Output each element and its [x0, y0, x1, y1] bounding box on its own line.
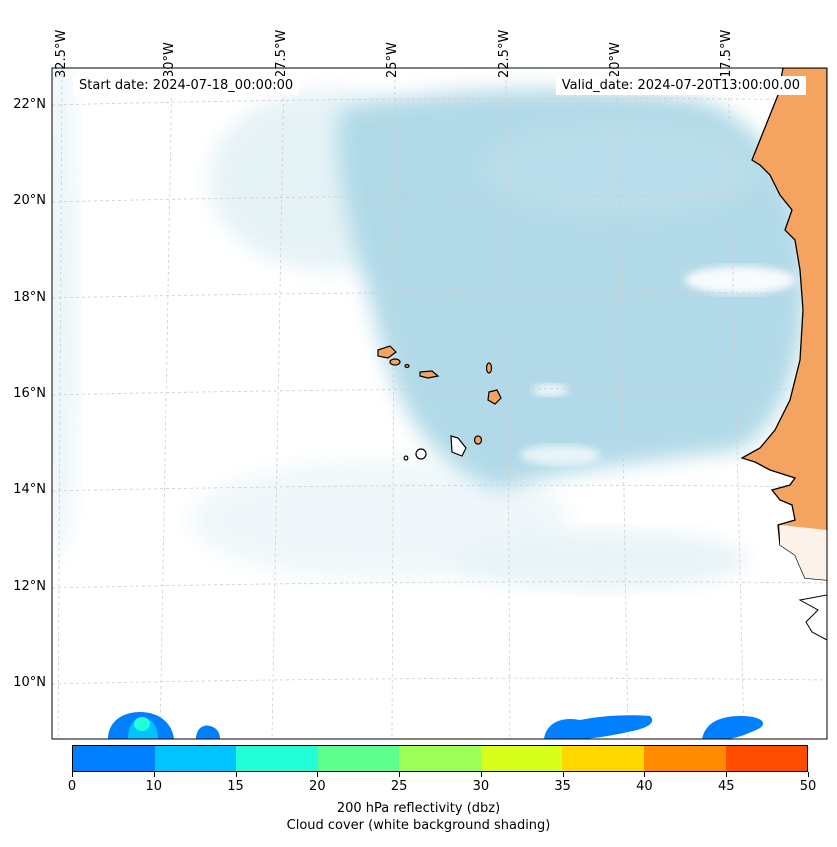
colorbar-label: 200 hPa reflectivity (dbz) [336, 801, 501, 816]
colorbar-tick [562, 772, 564, 777]
colorbar-tick [317, 772, 319, 777]
colorbar-tick [153, 772, 155, 777]
lon-label: 17.5°W [719, 29, 734, 78]
lon-label: 25°W [385, 42, 400, 78]
colorbar-tick-label: 40 [636, 779, 653, 794]
colorbar-segment [643, 746, 726, 771]
colorbar-sublabel: Cloud cover (white background shading) [286, 818, 551, 833]
lat-label: 20°N [13, 193, 46, 208]
lon-label: 22.5°W [497, 29, 512, 78]
valid-date-label: Valid_date: 2024-07-20T13:00:00.00 [555, 76, 806, 95]
colorbar-tick-label: 30 [472, 779, 490, 794]
lat-label: 18°N [13, 290, 46, 305]
lon-label: 20°W [608, 42, 623, 78]
lat-label: 12°N [13, 579, 46, 594]
colorbar-tick-label: 0 [67, 779, 77, 794]
cape-verde-islands [377, 345, 502, 461]
lat-label: 22°N [13, 97, 46, 112]
colorbar-segment [154, 746, 237, 771]
colorbar-tick [808, 772, 809, 777]
colorbar-tick-label: 20 [309, 779, 326, 794]
gridlines [52, 68, 827, 739]
colorbar-tick-label: 15 [227, 779, 244, 794]
africa-coast [740, 68, 827, 641]
colorbar-tick [726, 772, 728, 777]
colorbar-tick [235, 772, 237, 777]
lon-label: 30°W [162, 42, 177, 78]
colorbar-segment [725, 746, 808, 771]
colorbar-tick [72, 772, 73, 777]
colorbar-tick [399, 772, 401, 777]
map-frame [51, 67, 828, 740]
colorbar-tick-label: 10 [145, 779, 163, 794]
colorbar-segment [317, 746, 400, 771]
colorbar-tick [644, 772, 646, 777]
lat-label: 10°N [13, 675, 46, 690]
start-date-label: Start date: 2024-07-18_00:00:00 [73, 76, 300, 95]
colorbar-tick [480, 772, 482, 777]
colorbar [72, 745, 808, 772]
colorbar-tick-label: 35 [554, 779, 571, 794]
lat-label: 16°N [13, 386, 46, 401]
colorbar-segment [562, 746, 644, 771]
colorbar-segment [73, 746, 155, 771]
lat-label: 14°N [13, 482, 46, 497]
colorbar-segment [399, 746, 481, 771]
colorbar-segment [480, 746, 563, 771]
colorbar-tick-label: 50 [799, 779, 817, 794]
lon-label: 32.5°W [54, 29, 69, 78]
colorbar-tick-label: 25 [390, 779, 408, 794]
lon-label: 27.5°W [274, 29, 289, 78]
reflectivity-echoes [108, 712, 764, 739]
colorbar-tick-label: 45 [717, 779, 735, 794]
colorbar-segment [236, 746, 318, 771]
cloud-cover [52, 68, 806, 590]
